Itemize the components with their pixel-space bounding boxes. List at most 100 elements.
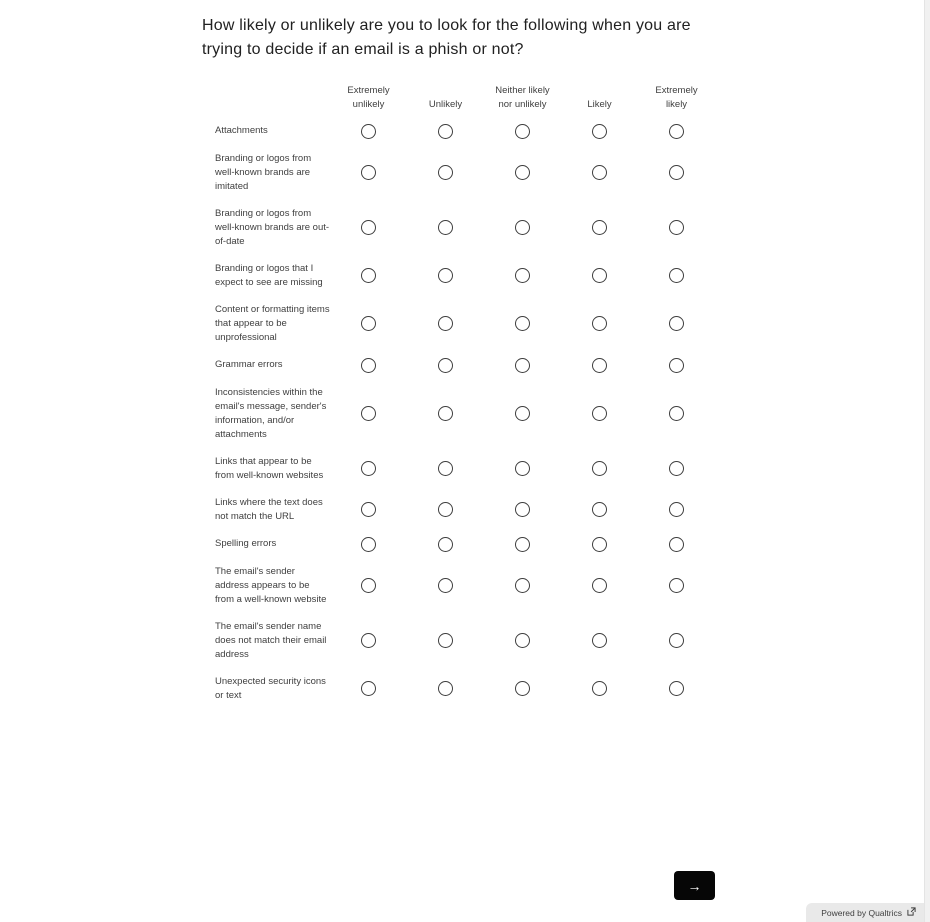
- radio-button[interactable]: [438, 316, 453, 331]
- radio-button[interactable]: [361, 406, 376, 421]
- radio-cell: [407, 220, 484, 235]
- table-row: Unexpected security icons or text: [202, 668, 717, 709]
- radio-cell: [484, 165, 561, 180]
- radio-button[interactable]: [438, 268, 453, 283]
- radio-button[interactable]: [515, 268, 530, 283]
- radio-button[interactable]: [438, 633, 453, 648]
- radio-button[interactable]: [438, 123, 453, 139]
- radio-button[interactable]: [361, 536, 376, 552]
- powered-by-qualtrics-link[interactable]: Powered by Qualtrics: [806, 903, 930, 922]
- radio-button[interactable]: [438, 165, 453, 180]
- radio-button[interactable]: [669, 578, 684, 593]
- radio-cell: [638, 578, 715, 593]
- radio-button[interactable]: [592, 123, 607, 139]
- radio-button[interactable]: [592, 268, 607, 283]
- table-row: Links where the text does not match the …: [202, 489, 717, 530]
- external-link-icon: [907, 907, 916, 918]
- radio-button[interactable]: [438, 220, 453, 235]
- row-label-cell: Branding or logos from well-known brands…: [202, 207, 330, 249]
- radio-button[interactable]: [515, 502, 530, 517]
- radio-cell: [638, 681, 715, 696]
- radio-cell: [484, 316, 561, 331]
- scale-column-header-label: Likely: [587, 99, 612, 110]
- radio-button[interactable]: [592, 406, 607, 421]
- radio-cell: [484, 502, 561, 517]
- radio-cell: [330, 220, 407, 235]
- radio-button[interactable]: [438, 536, 453, 552]
- radio-button[interactable]: [669, 502, 684, 517]
- radio-button[interactable]: [592, 220, 607, 235]
- radio-button[interactable]: [438, 461, 453, 476]
- radio-button[interactable]: [669, 681, 684, 696]
- radio-button[interactable]: [361, 268, 376, 283]
- radio-button[interactable]: [669, 406, 684, 421]
- radio-cell: [407, 461, 484, 476]
- radio-button[interactable]: [515, 536, 530, 552]
- radio-button[interactable]: [592, 165, 607, 180]
- radio-button[interactable]: [592, 461, 607, 476]
- radio-button[interactable]: [515, 578, 530, 593]
- radio-button[interactable]: [361, 316, 376, 331]
- radio-button[interactable]: [361, 578, 376, 593]
- radio-button[interactable]: [361, 502, 376, 517]
- radio-button[interactable]: [515, 220, 530, 235]
- radio-button[interactable]: [592, 502, 607, 517]
- radio-button[interactable]: [515, 461, 530, 476]
- row-label: Inconsistencies within the email's messa…: [215, 386, 327, 440]
- radio-button[interactable]: [515, 357, 530, 373]
- radio-cell: [330, 633, 407, 648]
- radio-button[interactable]: [669, 536, 684, 552]
- radio-button[interactable]: [592, 633, 607, 648]
- radio-cell: [484, 536, 561, 552]
- radio-button[interactable]: [438, 406, 453, 421]
- row-label-cell: Attachments: [202, 124, 330, 138]
- radio-button[interactable]: [669, 220, 684, 235]
- radio-button[interactable]: [361, 165, 376, 180]
- radio-button[interactable]: [515, 406, 530, 421]
- table-row: Spelling errors: [202, 530, 717, 558]
- radio-cell: [638, 220, 715, 235]
- radio-button[interactable]: [438, 502, 453, 517]
- radio-button[interactable]: [515, 165, 530, 180]
- radio-button[interactable]: [592, 536, 607, 552]
- radio-button[interactable]: [361, 633, 376, 648]
- radio-button[interactable]: [361, 681, 376, 696]
- radio-cell: [561, 357, 638, 373]
- radio-button[interactable]: [669, 123, 684, 139]
- radio-button[interactable]: [361, 461, 376, 476]
- scale-column-header: Likely: [561, 98, 638, 112]
- table-row: Attachments: [202, 117, 717, 145]
- next-button[interactable]: →: [674, 871, 715, 900]
- radio-button[interactable]: [515, 316, 530, 331]
- scale-column-header-label: Extremely likely: [655, 85, 698, 110]
- radio-cell: [638, 357, 715, 373]
- radio-cell: [484, 220, 561, 235]
- radio-button[interactable]: [361, 123, 376, 139]
- radio-cell: [484, 123, 561, 139]
- radio-button[interactable]: [592, 357, 607, 373]
- vertical-scrollbar[interactable]: [924, 0, 930, 922]
- radio-button[interactable]: [361, 357, 376, 373]
- radio-button[interactable]: [361, 220, 376, 235]
- radio-button[interactable]: [515, 123, 530, 139]
- radio-cell: [330, 461, 407, 476]
- radio-cell: [484, 357, 561, 373]
- radio-button[interactable]: [438, 357, 453, 373]
- radio-button[interactable]: [669, 633, 684, 648]
- row-label: Spelling errors: [215, 538, 277, 549]
- radio-button[interactable]: [592, 578, 607, 593]
- radio-button[interactable]: [438, 578, 453, 593]
- radio-button[interactable]: [669, 165, 684, 180]
- radio-button[interactable]: [515, 633, 530, 648]
- radio-button[interactable]: [592, 681, 607, 696]
- radio-cell: [561, 406, 638, 421]
- radio-button[interactable]: [592, 316, 607, 331]
- radio-button[interactable]: [669, 461, 684, 476]
- radio-button[interactable]: [438, 681, 453, 696]
- scale-header-row: Extremely unlikely Unlikely Neither likely…: [202, 84, 717, 112]
- radio-button[interactable]: [515, 681, 530, 696]
- radio-button[interactable]: [669, 357, 684, 373]
- radio-button[interactable]: [669, 268, 684, 283]
- row-label-cell: Links that appear to be from well-known …: [202, 455, 330, 483]
- radio-button[interactable]: [669, 316, 684, 331]
